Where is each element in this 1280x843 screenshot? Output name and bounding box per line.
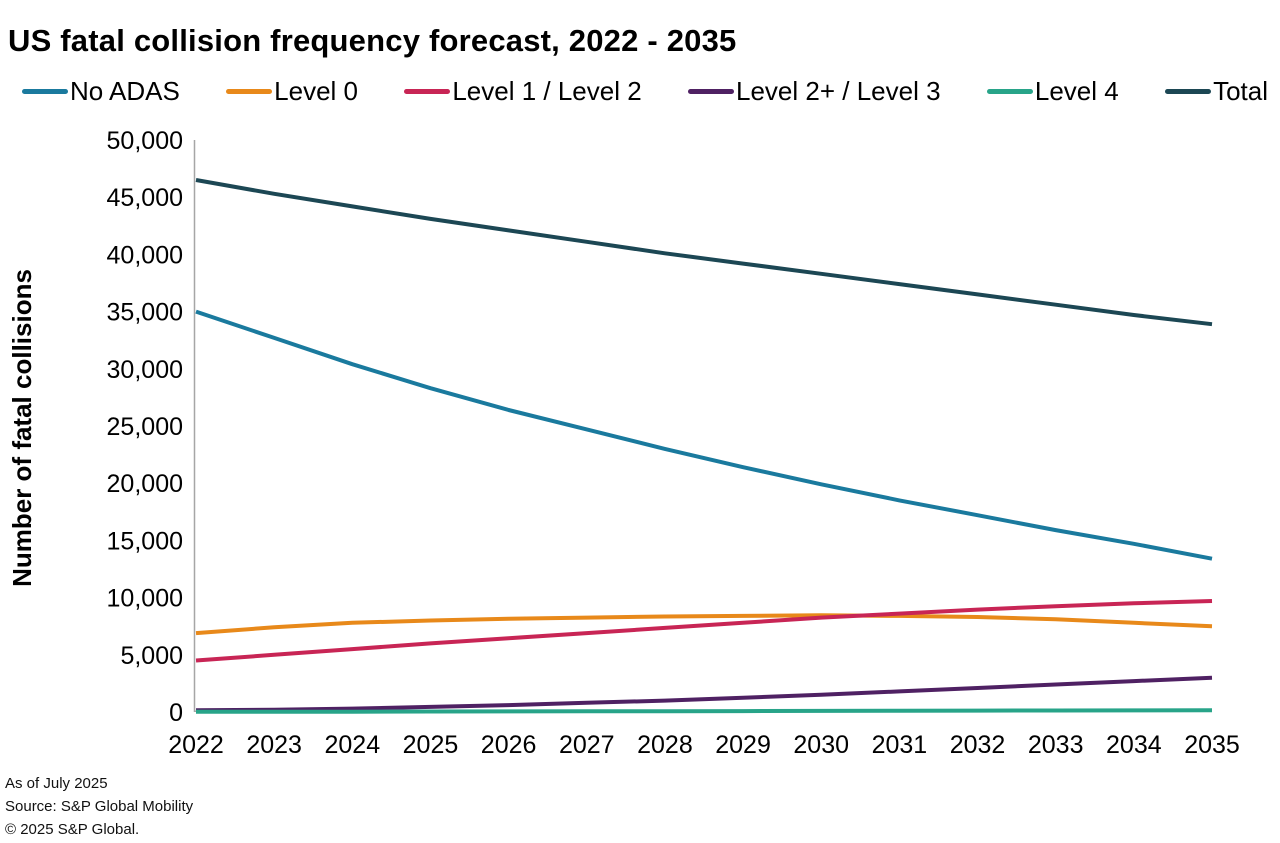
x-tick-label: 2031 — [872, 731, 928, 759]
line-chart: 0 5,000 10,000 15,000 20,000 25,000 30,000 35,0… — [7, 127, 1240, 759]
legend-label: Level 1 / Level 2 — [452, 75, 642, 106]
legend-label: Level 0 — [274, 75, 358, 106]
chart-footer: As of July 2025 Source: S&P Global Mobil… — [5, 772, 193, 841]
x-tick-label: 2035 — [1184, 731, 1240, 759]
y-axis-title: Number of fatal collisions — [7, 269, 37, 587]
x-tick-label: 2030 — [793, 731, 849, 759]
y-tick-label: 40,000 — [107, 241, 183, 269]
legend-item-total: Total — [1165, 76, 1268, 107]
series-line-level-0 — [195, 613, 1213, 636]
legend-swatch-total — [1165, 88, 1212, 94]
y-tick-label: 0 — [169, 699, 183, 727]
y-tick-label: 10,000 — [107, 585, 183, 613]
x-tick-label: 2027 — [559, 731, 615, 759]
legend-item-level-2-level-3: Level 2+ / Level 3 — [688, 76, 941, 107]
legend-item-level-0: Level 0 — [226, 76, 358, 107]
x-tick-label: 2025 — [403, 731, 459, 759]
legend-label: Level 4 — [1034, 75, 1119, 106]
footer-source: Source: S&P Global Mobility — [5, 798, 194, 815]
page-title: US fatal collision frequency forecast, 2… — [8, 22, 737, 58]
legend-item-no-adas: No ADAS — [22, 76, 180, 107]
y-tick-label: 5,000 — [120, 642, 183, 670]
x-tick-label: 2026 — [481, 731, 537, 759]
x-tick-label: 2023 — [246, 731, 302, 759]
legend-label: Level 2+ / Level 3 — [736, 75, 941, 106]
legend-label: Total — [1213, 75, 1268, 106]
legend-label: No ADAS — [70, 75, 180, 106]
y-tick-label: 15,000 — [107, 527, 183, 555]
series-line-level-2-level-3 — [195, 675, 1213, 713]
legend-swatch-level-2-level-3 — [688, 88, 735, 94]
legend-item-level-1-level-2: Level 1 / Level 2 — [404, 75, 642, 107]
footer-as-of: As of July 2025 — [5, 775, 108, 792]
x-tick-label: 2028 — [637, 731, 693, 759]
x-tick-label: 2034 — [1106, 731, 1162, 759]
series-line-total — [195, 178, 1213, 327]
x-tick-label: 2029 — [715, 731, 771, 759]
legend-swatch-level-1-level-2 — [404, 88, 451, 94]
series-line-no-adas — [195, 309, 1213, 561]
chart-legend: No ADAS Level 0 Level 1 / Level 2 Level 2+ … — [22, 76, 1268, 106]
y-tick-label: 50,000 — [107, 127, 183, 155]
y-tick-label: 35,000 — [107, 299, 183, 327]
footer-copyright: © 2025 S&P Global. — [5, 821, 140, 838]
y-tick-label: 25,000 — [107, 413, 183, 441]
legend-swatch-level-0 — [226, 88, 273, 94]
x-tick-label: 2032 — [950, 731, 1006, 759]
x-tick-label: 2024 — [324, 731, 380, 759]
series-line-level-1-level-2 — [195, 599, 1213, 663]
legend-swatch-level-4 — [986, 88, 1033, 94]
y-tick-label: 20,000 — [107, 470, 183, 498]
y-tick-label: 30,000 — [107, 356, 183, 384]
legend-swatch-no-adas — [22, 88, 68, 94]
x-tick-label: 2033 — [1028, 731, 1084, 759]
series-line-level-4 — [196, 708, 1213, 714]
x-tick-label: 2022 — [168, 731, 224, 759]
y-tick-label: 45,000 — [107, 184, 183, 212]
legend-item-level-4: Level 4 — [986, 75, 1119, 107]
